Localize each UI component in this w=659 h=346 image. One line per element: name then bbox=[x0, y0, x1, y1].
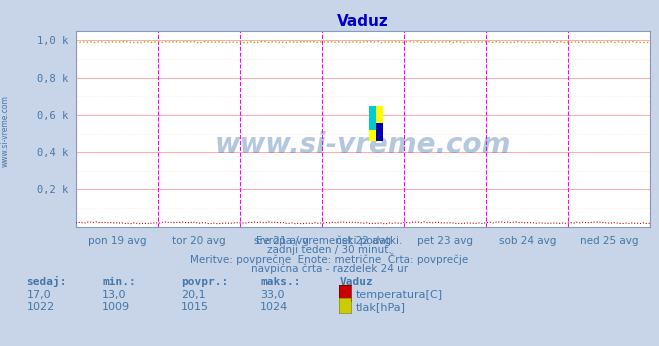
Text: www.si-vreme.com: www.si-vreme.com bbox=[1, 95, 10, 167]
Text: 1022: 1022 bbox=[26, 302, 55, 312]
Text: zadnji teden / 30 minut.: zadnji teden / 30 minut. bbox=[267, 245, 392, 255]
Text: www.si-vreme.com: www.si-vreme.com bbox=[215, 130, 511, 158]
Text: Meritve: povprečne  Enote: metrične  Črta: povprečje: Meritve: povprečne Enote: metrične Črta:… bbox=[190, 253, 469, 265]
Text: 20,1: 20,1 bbox=[181, 290, 206, 300]
Text: 1024: 1024 bbox=[260, 302, 289, 312]
Title: Vaduz: Vaduz bbox=[337, 13, 389, 29]
Text: maks.:: maks.: bbox=[260, 277, 301, 288]
Text: povpr.:: povpr.: bbox=[181, 277, 229, 288]
Text: navpična črta - razdelek 24 ur: navpična črta - razdelek 24 ur bbox=[251, 263, 408, 274]
Text: 1015: 1015 bbox=[181, 302, 209, 312]
Text: temperatura[C]: temperatura[C] bbox=[356, 290, 443, 300]
Text: 1009: 1009 bbox=[102, 302, 130, 312]
Text: sedaj:: sedaj: bbox=[26, 276, 67, 288]
Text: 17,0: 17,0 bbox=[26, 290, 51, 300]
Text: tlak[hPa]: tlak[hPa] bbox=[356, 302, 406, 312]
Text: 13,0: 13,0 bbox=[102, 290, 127, 300]
Text: Evropa / vremenski podatki.: Evropa / vremenski podatki. bbox=[256, 236, 403, 246]
Text: min.:: min.: bbox=[102, 277, 136, 288]
Text: Vaduz: Vaduz bbox=[339, 277, 373, 288]
Text: 33,0: 33,0 bbox=[260, 290, 285, 300]
